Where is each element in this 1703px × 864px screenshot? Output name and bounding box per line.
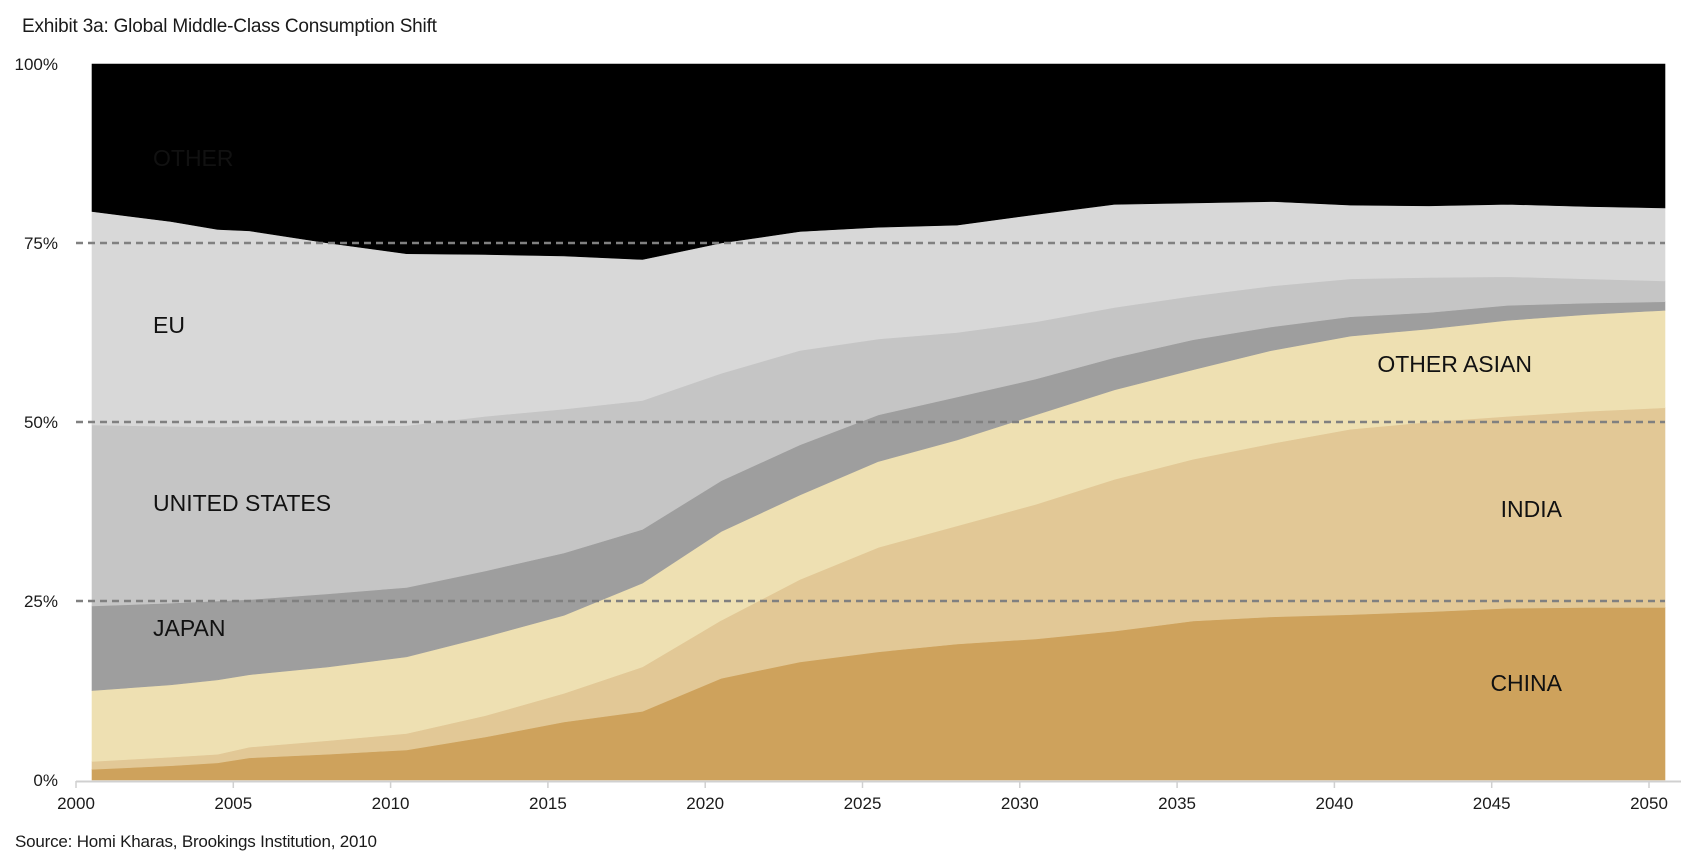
- x-tick-label: 2010: [372, 794, 410, 813]
- area-label-eu: EU: [153, 312, 185, 338]
- y-tick-label: 0%: [33, 771, 58, 790]
- x-tick-label: 2040: [1315, 794, 1353, 813]
- area-label-japan: JAPAN: [153, 615, 225, 641]
- area-label-other: OTHER: [153, 145, 234, 171]
- y-tick-label: 100%: [15, 55, 58, 74]
- x-tick-label: 2020: [686, 794, 724, 813]
- x-tick-label: 2050: [1630, 794, 1668, 813]
- x-tick-label: 2030: [1001, 794, 1039, 813]
- y-tick-label: 50%: [24, 413, 58, 432]
- area-label-china: CHINA: [1490, 670, 1562, 696]
- area-label-united-states: UNITED STATES: [153, 490, 331, 516]
- y-tick-label: 25%: [24, 592, 58, 611]
- x-tick-label: 2000: [57, 794, 95, 813]
- x-tick-label: 2035: [1158, 794, 1196, 813]
- chart-title: Exhibit 3a: Global Middle-Class Consumpt…: [22, 16, 437, 37]
- x-tick-label: 2015: [529, 794, 567, 813]
- y-tick-label: 75%: [24, 234, 58, 253]
- area-labels: CHINA INDIA OTHER ASIAN JAPAN UNITED STATES E…: [153, 145, 1563, 696]
- area-other: [91, 63, 1666, 260]
- area-layers: [91, 63, 1666, 781]
- x-tick-label: 2045: [1473, 794, 1511, 813]
- x-tick-label: 2005: [214, 794, 252, 813]
- area-label-india: INDIA: [1501, 496, 1563, 522]
- axes: 2000 2005 2010 2015 2020 2025 2030 2035 2040 2045…: [15, 55, 1681, 813]
- gridlines: [76, 241, 1665, 603]
- chart-source: Source: Homi Kharas, Brookings Instituti…: [15, 832, 377, 851]
- area-label-other-asian: OTHER ASIAN: [1377, 351, 1532, 377]
- x-tick-label: 2025: [844, 794, 882, 813]
